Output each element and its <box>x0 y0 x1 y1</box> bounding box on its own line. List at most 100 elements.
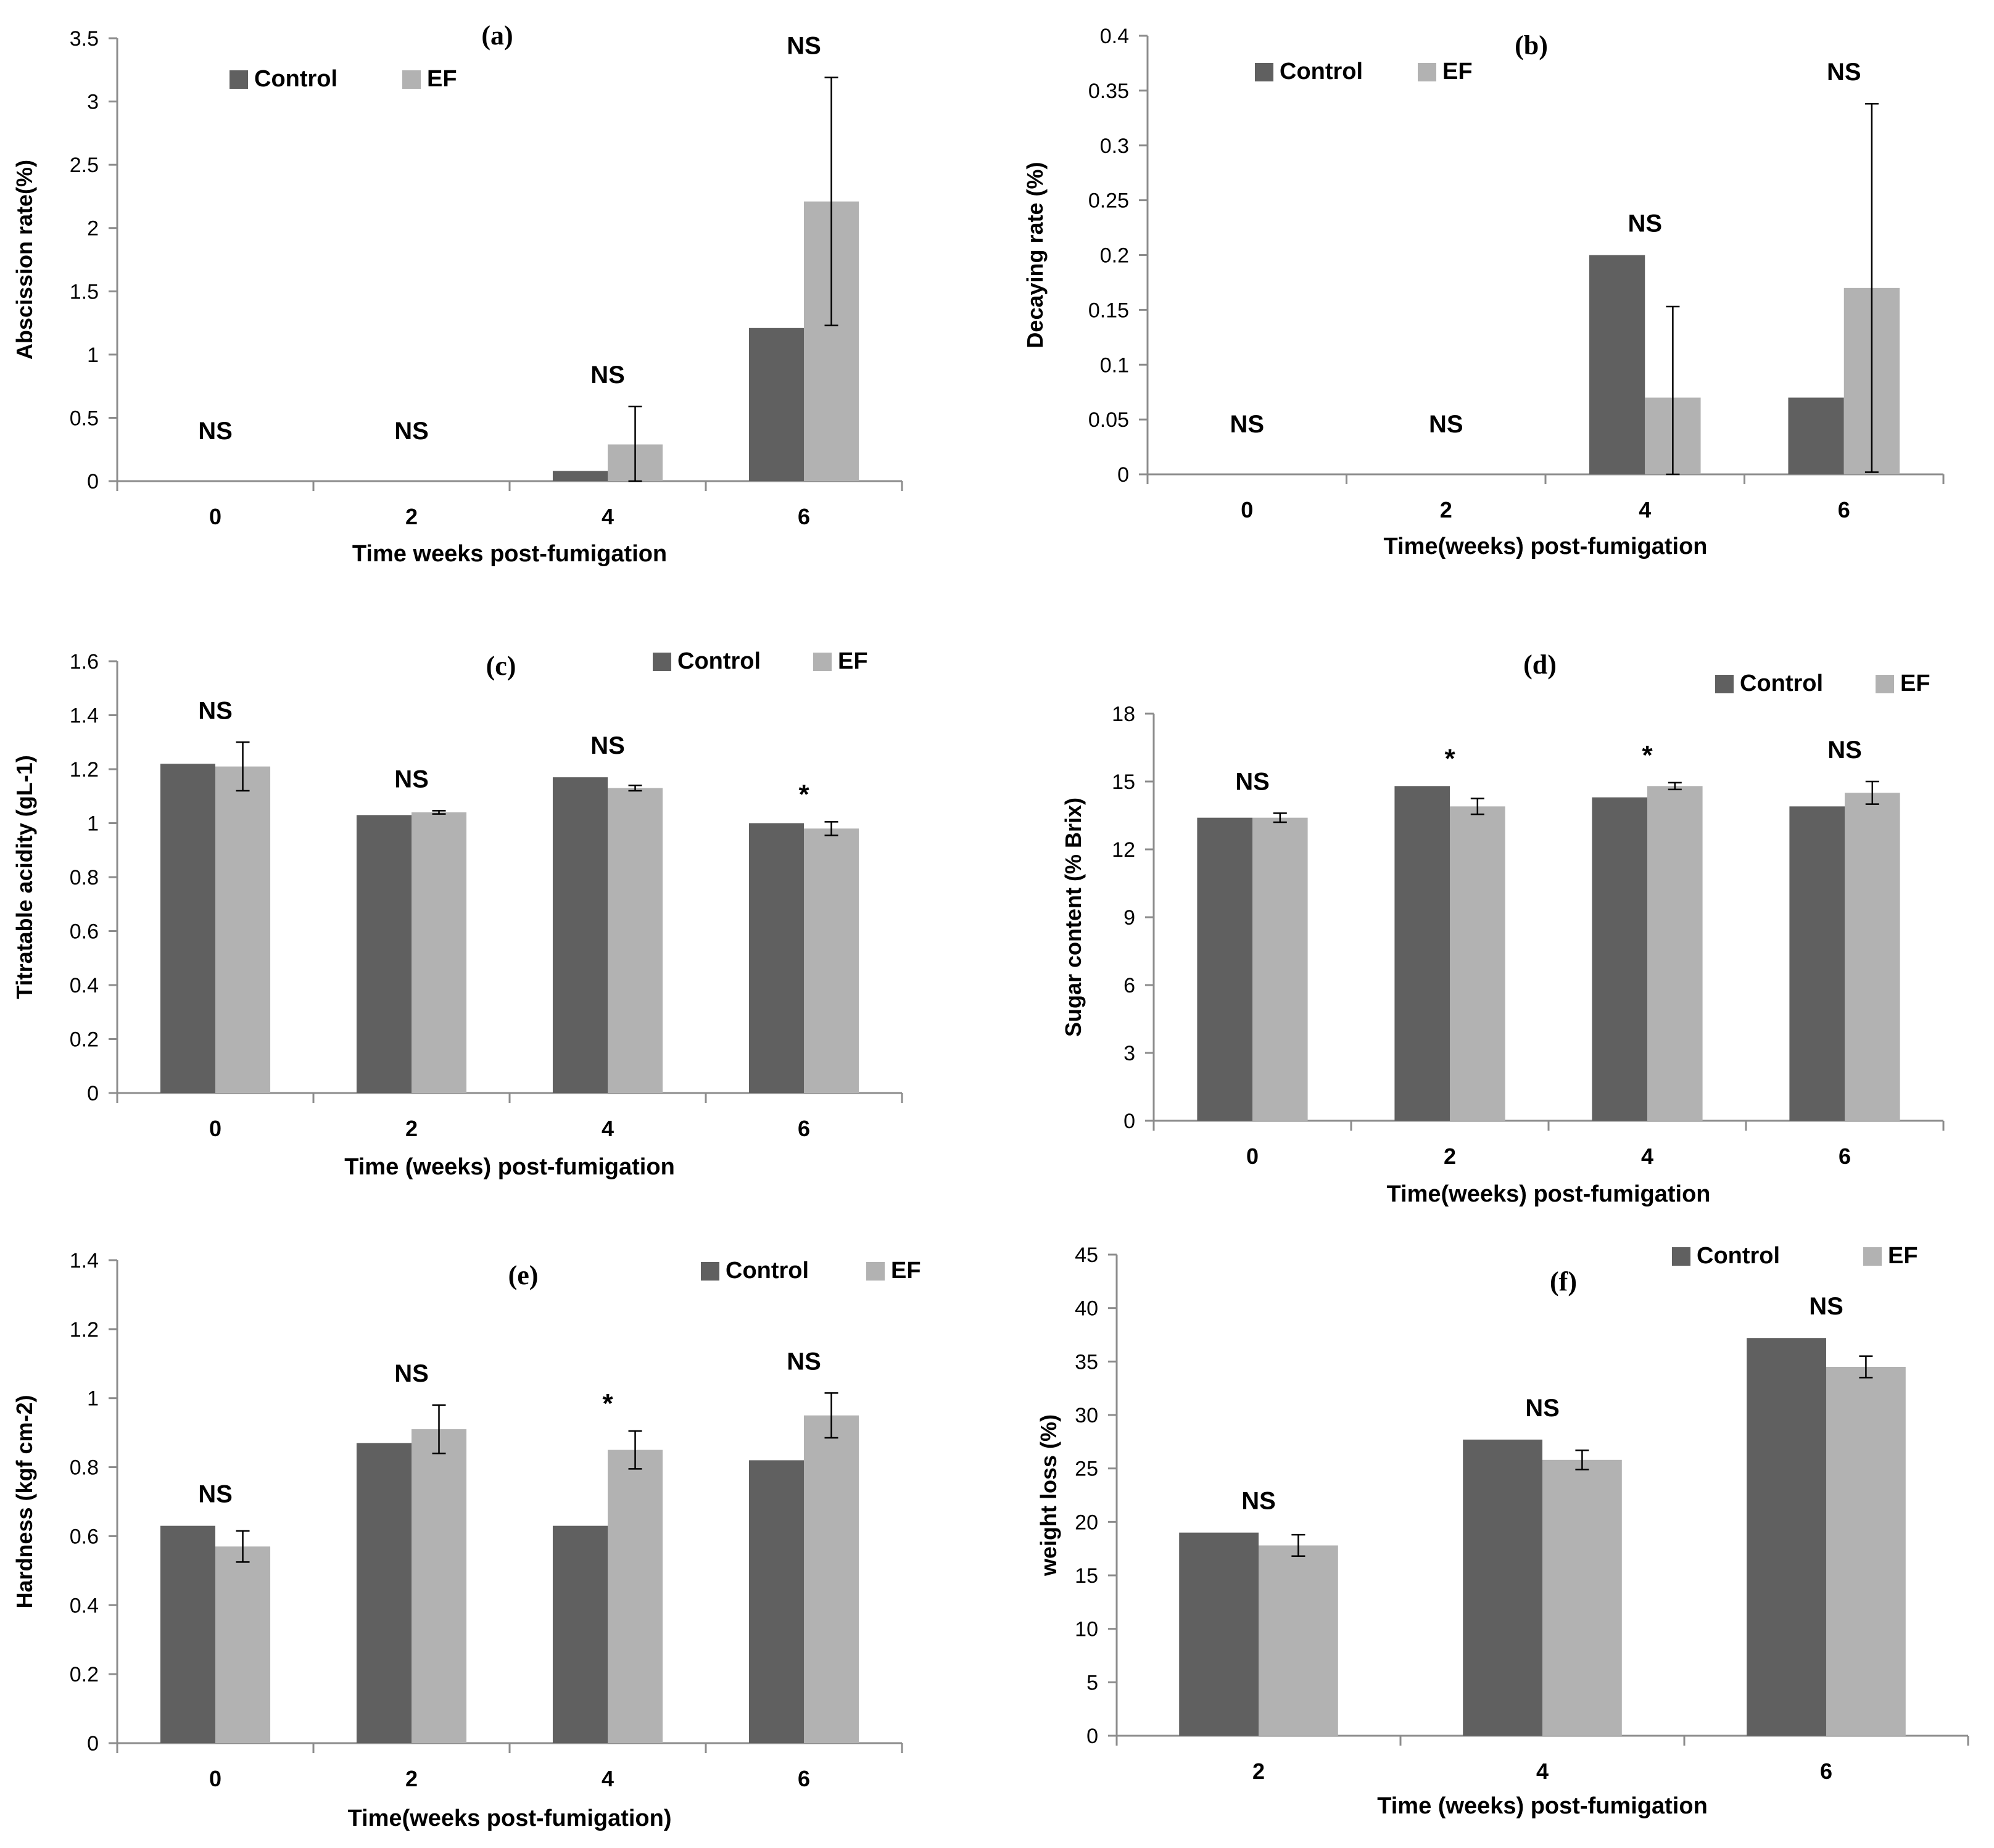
panel-f-y-tick-label: 25 <box>1075 1458 1098 1481</box>
panel-e-x-tick-label: 0 <box>209 1766 221 1791</box>
panel-f-x-tick-label: 6 <box>1820 1759 1832 1784</box>
panel-e-bar-control-0 <box>160 1525 215 1743</box>
panel-d-y-tick-label: 15 <box>1112 770 1135 794</box>
panel-f-significance-label: NS <box>1241 1488 1276 1515</box>
panel-a-y-tick-label: 2 <box>87 217 99 241</box>
panel-b-y-tick-label: 0.35 <box>1088 80 1129 103</box>
panel-d-bar-ef-0 <box>1252 817 1308 1121</box>
panel-e-legend-label: EF <box>891 1258 921 1284</box>
panel-d-bar-control-2 <box>1394 786 1450 1121</box>
panel-a-y-axis-title: Abscission rate(%) <box>12 160 37 360</box>
panel-a-x-axis-title: Time weeks post-fumigation <box>352 541 667 567</box>
panel-c-y-tick-label: 1.2 <box>70 758 99 782</box>
panel-c-y-tick-label: 1 <box>87 812 99 836</box>
panel-e-x-tick-label: 4 <box>602 1766 614 1791</box>
panel-b-y-tick-label: 0.15 <box>1088 299 1129 322</box>
panel-c-legend-label: EF <box>838 648 868 674</box>
panel-f-bar-ef-2 <box>1259 1545 1338 1736</box>
panel-a-x-tick-label: 0 <box>209 504 221 529</box>
panel-e-bar-control-4 <box>552 1525 608 1743</box>
panel-e-y-axis-title: Hardness (kgf cm-2) <box>12 1395 37 1608</box>
panel-d-label: (d) <box>1523 650 1557 680</box>
panel-c-significance-label: * <box>798 779 809 809</box>
panel-a-y-tick-label: 0.5 <box>70 406 99 430</box>
panel-a-y-tick-label: 1.5 <box>70 280 99 303</box>
panel-c-x-axis-title: Time (weeks) post-fumigation <box>344 1154 675 1180</box>
panel-e-legend-swatch-ef <box>866 1262 885 1281</box>
panel-f-x-tick-label: 4 <box>1536 1759 1549 1784</box>
panel-c-significance-label: NS <box>394 765 429 793</box>
panel-c-bar-control-6 <box>748 823 804 1093</box>
panel-d-y-tick-label: 3 <box>1123 1042 1135 1065</box>
panel-a-y-tick-label: 0 <box>87 470 99 493</box>
panel-c-x-tick-label: 0 <box>209 1116 221 1141</box>
panel-e-bar-control-6 <box>748 1460 804 1743</box>
panel-e-legend-label: Control <box>726 1258 809 1284</box>
panel-c-y-tick-label: 0.8 <box>70 866 99 889</box>
panel-d-bar-control-0 <box>1197 817 1252 1121</box>
panel-e-significance-label: NS <box>198 1481 233 1508</box>
panel-d-y-axis-title: Sugar content (% Brix) <box>1061 798 1086 1037</box>
panel-a-x-tick-label: 4 <box>602 504 614 529</box>
panel-e-bar-control-2 <box>356 1443 412 1743</box>
panel-d-legend-label: Control <box>1740 670 1823 696</box>
panel-c-legend-label: Control <box>677 648 761 674</box>
panel-b-label: (b) <box>1515 30 1548 60</box>
panel-e-x-axis-title: Time(weeks post-fumigation) <box>347 1805 671 1831</box>
panel-d-bar-ef-2 <box>1450 806 1505 1121</box>
panel-b-significance-label: NS <box>1429 411 1463 438</box>
panel-c-bar-control-0 <box>160 764 215 1093</box>
panel-d-y-tick-label: 12 <box>1112 838 1135 862</box>
panel-e-y-tick-label: 1.4 <box>70 1249 99 1273</box>
panel-e-y-tick-label: 0.2 <box>70 1663 99 1686</box>
panel-f-bar-control-2 <box>1179 1532 1259 1736</box>
panel-e-bar-ef-4 <box>608 1450 663 1743</box>
panel-a-legend-label: EF <box>427 66 457 92</box>
panel-a-significance-label: NS <box>787 33 821 60</box>
panel-f-y-tick-label: 5 <box>1086 1671 1098 1694</box>
panel-c-bar-control-4 <box>552 777 608 1093</box>
panel-b-y-tick-label: 0.05 <box>1088 408 1129 432</box>
panel-f-y-axis-title: weight loss (%) <box>1036 1414 1061 1577</box>
panel-b-y-tick-label: 0.4 <box>1100 25 1129 48</box>
panel-f-y-tick-label: 10 <box>1075 1618 1098 1641</box>
panel-a-y-tick-label: 2.5 <box>70 154 99 177</box>
panel-b-y-axis-title: Decaying rate (%) <box>1022 162 1048 348</box>
panel-b-x-axis-title: Time(weeks) post-fumigation <box>1383 534 1707 559</box>
panel-b-legend-label: Control <box>1280 59 1363 85</box>
panel-b-significance-label: NS <box>1827 59 1861 86</box>
panel-b-legend-swatch-control <box>1255 63 1273 81</box>
panel-d-y-tick-label: 0 <box>1123 1110 1135 1133</box>
panel-c-bar-ef-4 <box>608 788 663 1093</box>
panel-a-y-tick-label: 3.5 <box>70 27 99 51</box>
panel-d-legend-label: EF <box>1900 670 1930 696</box>
panel-d-x-axis-title: Time(weeks) post-fumigation <box>1386 1181 1710 1207</box>
panel-a-x-tick-label: 2 <box>405 504 418 529</box>
panel-c-y-tick-label: 0.6 <box>70 920 99 944</box>
panel-c-significance-label: NS <box>590 732 625 759</box>
panel-a-y-tick-label: 1 <box>87 344 99 367</box>
panel-d-x-tick-label: 2 <box>1444 1144 1456 1169</box>
panel-f-significance-label: NS <box>1525 1395 1560 1422</box>
panel-d-significance-label: * <box>1444 743 1455 773</box>
panel-a-significance-label: NS <box>198 418 233 445</box>
panel-e-bar-ef-0 <box>215 1546 271 1743</box>
panel-c-x-tick-label: 4 <box>602 1116 614 1141</box>
panel-b-x-tick-label: 6 <box>1838 497 1850 522</box>
panel-d-legend-swatch-ef <box>1876 675 1894 693</box>
panel-c-y-axis-title: Titratable acidity (gL-1) <box>12 755 37 999</box>
panel-f-legend-label: Control <box>1697 1243 1780 1269</box>
panel-e-y-tick-label: 1 <box>87 1387 99 1411</box>
panel-f-bar-control-6 <box>1747 1338 1826 1736</box>
panel-a-legend-swatch-control <box>230 70 248 89</box>
panel-d-y-tick-label: 9 <box>1123 906 1135 930</box>
panel-d-significance-label: NS <box>1235 768 1270 795</box>
panel-a-bar-control-6 <box>748 328 804 481</box>
panel-e-significance-label: NS <box>394 1360 429 1387</box>
panel-d-x-tick-label: 4 <box>1641 1144 1653 1169</box>
panel-b-x-tick-label: 0 <box>1241 497 1253 522</box>
panel-e-y-tick-label: 0.8 <box>70 1456 99 1480</box>
panel-f-legend-label: EF <box>1888 1243 1918 1269</box>
panel-c-significance-label: NS <box>198 697 233 724</box>
